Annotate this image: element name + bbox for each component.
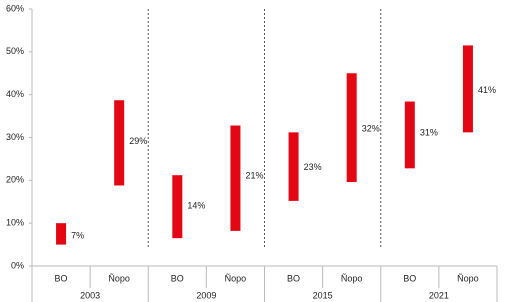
value-label: 21% [245,170,263,180]
range-bar [114,100,125,186]
group-label: 2003 [80,290,100,300]
range-bar [56,223,67,245]
group-label: 2009 [196,290,216,300]
group-label: 2015 [313,290,333,300]
value-label: 32% [362,123,380,133]
range-bar [346,73,357,183]
range-bar [462,45,473,133]
group-label: 2021 [429,290,449,300]
value-label: 7% [71,230,84,240]
y-tick-label: 60% [6,3,24,13]
range-bar [288,132,299,201]
x-tick-label: Ñopo [108,273,130,283]
value-label: 14% [187,200,205,210]
value-label: 29% [129,136,147,146]
range-bar [172,175,183,239]
y-tick-label: 10% [6,218,24,228]
y-tick-label: 40% [6,89,24,99]
x-tick-label: BO [171,273,184,283]
y-tick-label: 0% [11,260,24,270]
x-tick-label: Ñopo [225,273,247,283]
value-label: 41% [478,85,496,95]
x-tick-label: BO [55,273,68,283]
x-tick-label: BO [403,273,416,283]
value-label: 23% [304,162,322,172]
value-label: 31% [420,128,438,138]
y-tick-label: 30% [6,132,24,142]
y-tick-label: 50% [6,46,24,56]
x-tick-label: BO [287,273,300,283]
range-bar [230,125,241,231]
y-tick-label: 20% [6,175,24,185]
range-bar [404,101,415,169]
x-tick-label: Ñopo [341,273,363,283]
x-tick-label: Ñopo [457,273,479,283]
